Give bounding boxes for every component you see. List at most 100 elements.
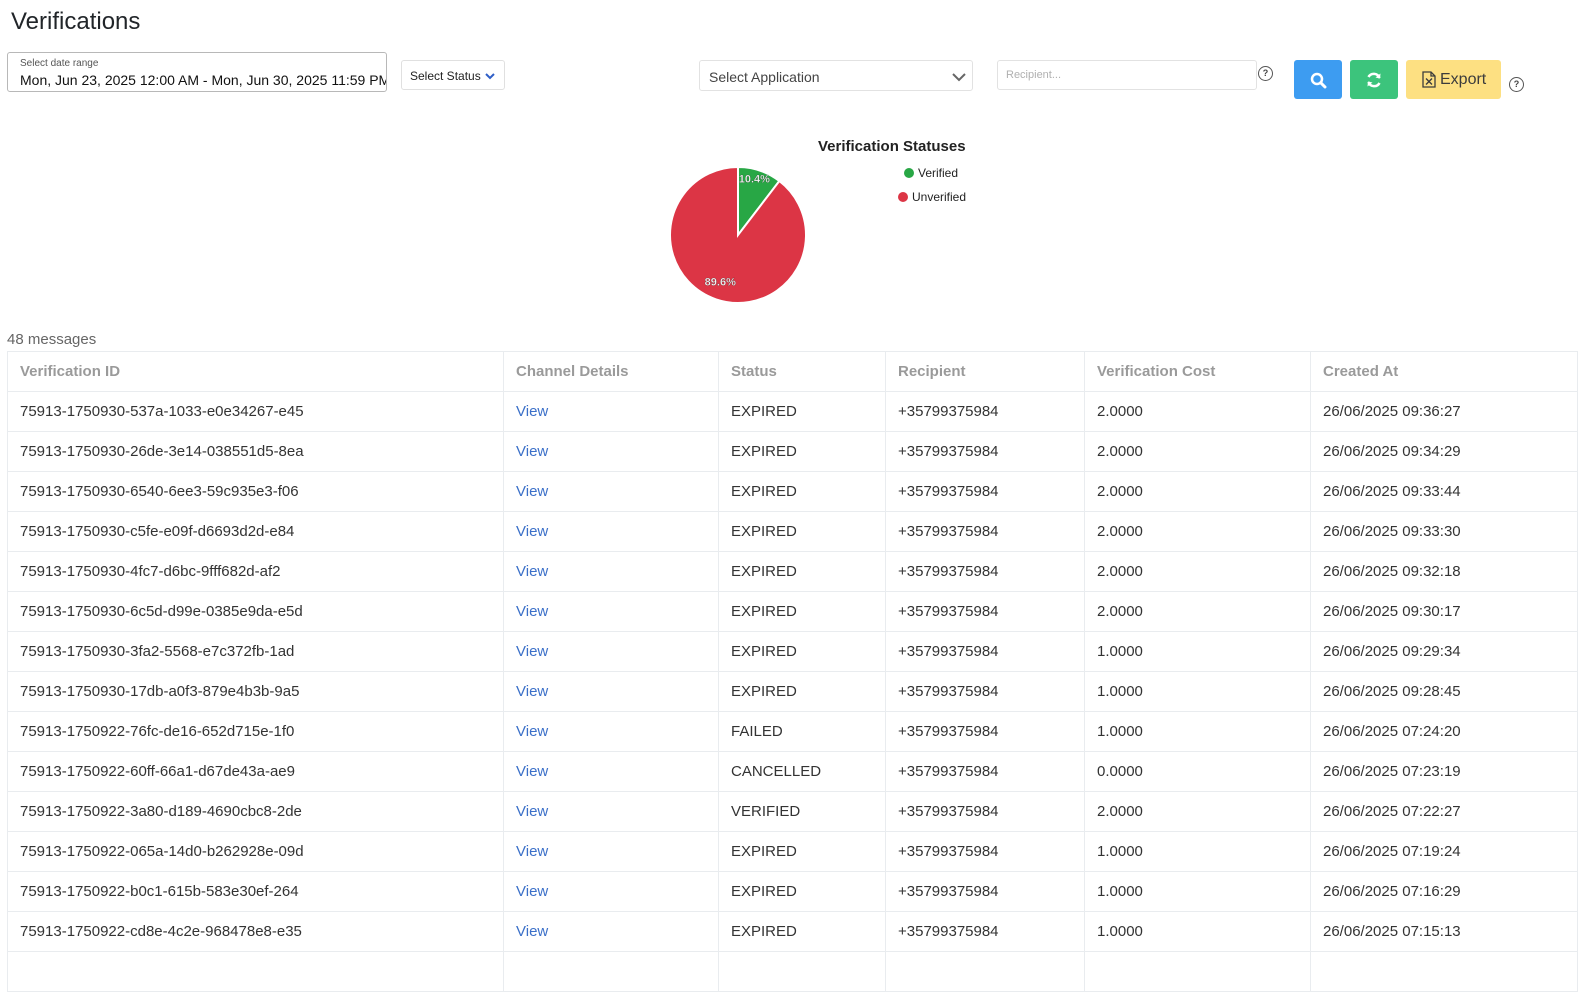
channel-details-cell: View — [503, 591, 719, 632]
verification-cost-cell: 2.0000 — [1084, 591, 1311, 632]
pie-slice-unverified[interactable] — [669, 165, 807, 304]
verification-id-cell: 75913-1750930-c5fe-e09f-d6693d2d-e84 — [7, 511, 504, 552]
recipient-input[interactable] — [997, 60, 1257, 90]
view-link[interactable]: View — [516, 603, 549, 620]
table-row: 75913-1750930-6540-6ee3-59c935e3-f06 View… — [7, 471, 1578, 512]
created-at-cell: 26/06/2025 07:19:24 — [1310, 831, 1578, 872]
recipient-cell — [885, 951, 1085, 992]
recipient-cell: +35799375984 — [885, 591, 1085, 632]
view-link[interactable]: View — [516, 483, 549, 500]
application-select[interactable]: Select Application — [699, 60, 973, 91]
table-row: 75913-1750922-cd8e-4c2e-968478e8-e35 View… — [7, 911, 1578, 952]
status-select-label: Select Status — [410, 69, 481, 83]
status-cell: EXPIRED — [718, 511, 886, 552]
search-button[interactable] — [1294, 60, 1342, 99]
refresh-button[interactable] — [1350, 60, 1398, 99]
table-row: 75913-1750930-17db-a0f3-879e4b3b-9a5 View… — [7, 671, 1578, 712]
table-row: 75913-1750922-065a-14d0-b262928e-09d View… — [7, 831, 1578, 872]
legend-item-verified[interactable]: Verified — [904, 166, 958, 180]
question-circle-icon[interactable]: ? — [1509, 77, 1524, 92]
recipient-cell: +35799375984 — [885, 911, 1085, 952]
verification-id-cell: 75913-1750922-cd8e-4c2e-968478e8-e35 — [7, 911, 504, 952]
export-button-label: Export — [1440, 71, 1487, 88]
recipient-cell: +35799375984 — [885, 511, 1085, 552]
verification-cost-cell: 1.0000 — [1084, 711, 1311, 752]
status-cell: EXPIRED — [718, 871, 886, 912]
status-cell: EXPIRED — [718, 391, 886, 432]
legend-item-unverified[interactable]: Unverified — [898, 190, 966, 204]
view-link[interactable]: View — [516, 643, 549, 660]
verification-id-cell: 75913-1750922-065a-14d0-b262928e-09d — [7, 831, 504, 872]
column-header-verification-cost[interactable]: Verification Cost — [1084, 351, 1311, 392]
table-row: 75913-1750922-b0c1-615b-583e30ef-264 View… — [7, 871, 1578, 912]
column-header-recipient[interactable]: Recipient — [885, 351, 1085, 392]
recipient-cell: +35799375984 — [885, 391, 1085, 432]
recipient-cell: +35799375984 — [885, 831, 1085, 872]
recipient-cell: +35799375984 — [885, 791, 1085, 832]
channel-details-cell — [503, 951, 719, 992]
verification-cost-cell: 2.0000 — [1084, 551, 1311, 592]
channel-details-cell: View — [503, 791, 719, 832]
view-link[interactable]: View — [516, 723, 549, 740]
verification-id-cell: 75913-1750922-b0c1-615b-583e30ef-264 — [7, 871, 504, 912]
table-row: 75913-1750930-6c5d-d99e-0385e9da-e5d View… — [7, 591, 1578, 632]
status-select[interactable]: Select Status — [401, 60, 505, 90]
recipient-cell: +35799375984 — [885, 671, 1085, 712]
channel-details-cell: View — [503, 711, 719, 752]
verification-status-chart: 10.4% 89.6% Verification Statuses Verifie… — [660, 130, 990, 315]
verification-id-cell: 75913-1750930-6540-6ee3-59c935e3-f06 — [7, 471, 504, 512]
legend-label-verified: Verified — [918, 166, 959, 180]
view-link[interactable]: View — [516, 923, 549, 940]
verification-id-cell: 75913-1750922-76fc-de16-652d715e-1f0 — [7, 711, 504, 752]
legend-swatch-verified — [904, 168, 914, 178]
view-link[interactable]: View — [516, 683, 549, 700]
channel-details-cell: View — [503, 391, 719, 432]
view-link[interactable]: View — [516, 523, 549, 540]
table-row: 75913-1750930-3fa2-5568-e7c372fb-1ad View… — [7, 631, 1578, 672]
verification-id-cell: 75913-1750930-3fa2-5568-e7c372fb-1ad — [7, 631, 504, 672]
view-link[interactable]: View — [516, 443, 549, 460]
refresh-icon — [1367, 72, 1381, 88]
column-header-channel-details[interactable]: Channel Details — [503, 351, 719, 392]
verification-cost-cell: 1.0000 — [1084, 831, 1311, 872]
status-cell: CANCELLED — [718, 751, 886, 792]
verification-id-cell: 75913-1750930-537a-1033-e0e34267-e45 — [7, 391, 504, 432]
status-cell: EXPIRED — [718, 431, 886, 472]
verification-cost-cell: 2.0000 — [1084, 511, 1311, 552]
column-header-verification-id[interactable]: Verification ID — [7, 351, 504, 392]
excel-file-icon — [1422, 71, 1436, 88]
view-link[interactable]: View — [516, 563, 549, 580]
view-link[interactable]: View — [516, 763, 549, 780]
created-at-cell: 26/06/2025 07:23:19 — [1310, 751, 1578, 792]
column-header-status[interactable]: Status — [718, 351, 886, 392]
chart-title: Verification Statuses — [818, 138, 966, 155]
verification-id-cell: 75913-1750930-17db-a0f3-879e4b3b-9a5 — [7, 671, 504, 712]
date-range-picker[interactable]: Select date range Mon, Jun 23, 2025 12:0… — [7, 52, 387, 92]
view-link[interactable]: View — [516, 403, 549, 420]
application-select-label: Select Application — [709, 69, 820, 85]
created-at-cell: 26/06/2025 09:33:30 — [1310, 511, 1578, 552]
created-at-cell: 26/06/2025 07:16:29 — [1310, 871, 1578, 912]
status-cell: EXPIRED — [718, 831, 886, 872]
verification-cost-cell — [1084, 951, 1311, 992]
chevron-down-icon — [485, 73, 495, 80]
view-link[interactable]: View — [516, 803, 549, 820]
recipient-cell: +35799375984 — [885, 431, 1085, 472]
table-row: 75913-1750922-76fc-de16-652d715e-1f0 View… — [7, 711, 1578, 752]
recipient-cell: +35799375984 — [885, 711, 1085, 752]
verification-id-cell: 75913-1750930-4fc7-d6bc-9fff682d-af2 — [7, 551, 504, 592]
status-cell: EXPIRED — [718, 631, 886, 672]
page-title: Verifications — [11, 8, 141, 35]
table-row: 75913-1750930-537a-1033-e0e34267-e45 View… — [7, 391, 1578, 432]
question-circle-icon[interactable]: ? — [1258, 66, 1273, 81]
status-cell: EXPIRED — [718, 591, 886, 632]
export-button[interactable]: Export — [1406, 60, 1501, 99]
verification-cost-cell: 2.0000 — [1084, 431, 1311, 472]
view-link[interactable]: View — [516, 843, 549, 860]
created-at-cell: 26/06/2025 07:15:13 — [1310, 911, 1578, 952]
chevron-down-icon — [952, 73, 966, 82]
view-link[interactable]: View — [516, 883, 549, 900]
column-header-created-at[interactable]: Created At — [1310, 351, 1578, 392]
verification-cost-cell: 2.0000 — [1084, 791, 1311, 832]
table-row — [7, 951, 1578, 992]
